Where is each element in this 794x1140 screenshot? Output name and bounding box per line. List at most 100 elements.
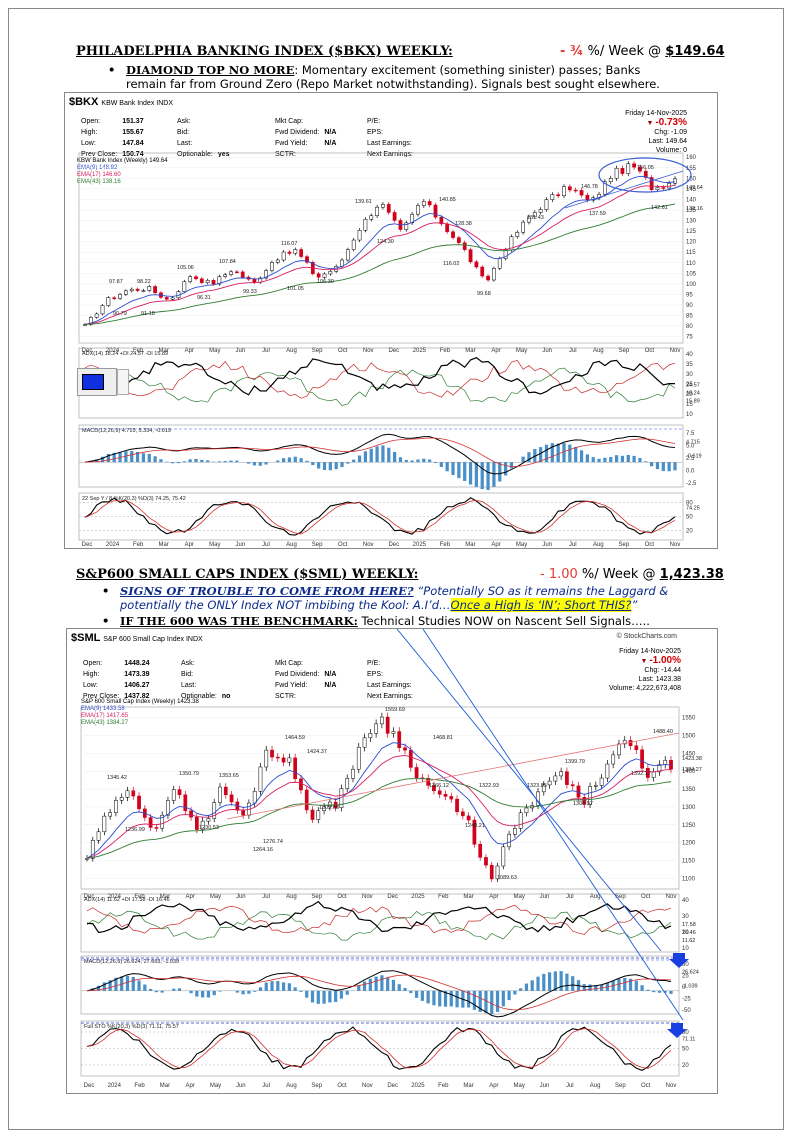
quote-row: Prev Close: 150.74	[81, 150, 147, 159]
candle	[432, 785, 436, 791]
candle	[573, 189, 578, 192]
candle	[287, 251, 292, 254]
month-label-bottom: 2024	[108, 1083, 122, 1089]
macd-histogram-bar	[626, 454, 630, 463]
price-annotation-label: 96.31	[197, 295, 211, 301]
macd-tick: 50	[682, 962, 689, 968]
candle	[316, 810, 321, 820]
candle	[643, 170, 648, 178]
adx-line	[86, 910, 672, 941]
candle	[622, 740, 627, 745]
price-axis-tick: 100	[686, 282, 697, 288]
price-annotation-label: 146.78	[581, 184, 598, 190]
month-label: Nov	[670, 348, 681, 354]
price-annotation-label: 99.33	[243, 289, 257, 295]
candle	[544, 199, 549, 210]
quote-row: Mkt Cap:	[275, 659, 339, 668]
candle	[408, 749, 413, 768]
candle	[489, 864, 494, 880]
price-annotation-label: 1424.37	[307, 749, 327, 755]
month-label: Dec	[84, 894, 95, 900]
chart1-legend-ema17: EMA(17) 146.60	[77, 172, 121, 178]
candle	[468, 249, 473, 263]
candle	[673, 178, 677, 184]
chart1-name: KBW Bank Index INDX	[101, 100, 173, 107]
adx-tag: 18.24	[686, 391, 700, 397]
candle	[527, 216, 531, 223]
candle	[96, 831, 101, 841]
macd-histogram-bar	[445, 462, 449, 472]
candle	[125, 790, 130, 798]
macd-signal-line	[86, 974, 672, 1011]
chart1-color-picker[interactable]	[77, 368, 117, 396]
candle	[182, 281, 187, 292]
quote-label: Optionable:	[177, 151, 213, 158]
candle	[328, 271, 333, 275]
candle	[217, 276, 222, 285]
candle	[351, 239, 356, 250]
macd-histogram-bar	[527, 452, 531, 463]
quote-value: no	[221, 693, 231, 700]
macd-histogram-bar	[241, 990, 245, 995]
sell-arrow-down-icon	[669, 953, 689, 968]
candle	[611, 754, 616, 765]
candle	[391, 731, 396, 734]
month-label: 2024	[108, 894, 122, 900]
last-price-tag: 149.64	[686, 185, 703, 191]
price-annotation-label: 98.22	[137, 279, 151, 285]
color-swatch[interactable]	[82, 374, 104, 390]
candle	[170, 297, 175, 300]
candle	[480, 266, 485, 277]
sto-tick: 20	[682, 1063, 689, 1069]
macd-histogram-bar	[130, 451, 134, 463]
macd-histogram-bar	[305, 460, 309, 463]
candle	[421, 201, 426, 206]
price-annotation-label: 142.81	[651, 205, 668, 211]
chart1-vol-label: Volume:	[655, 147, 682, 154]
section2-bullet2: • IF THE 600 WAS THE BENCHMARK: Technica…	[102, 614, 740, 628]
candle	[570, 784, 575, 787]
candle	[620, 168, 625, 174]
macd-histogram-bar	[614, 455, 619, 463]
candle	[345, 249, 350, 261]
macd-histogram-bar	[200, 459, 204, 463]
macd-histogram-bar	[404, 459, 408, 463]
candle	[445, 223, 450, 233]
sto-d-line	[84, 499, 676, 535]
month-label-bottom: Apr	[489, 1083, 498, 1089]
month-label-bottom: Oct	[645, 542, 655, 548]
adx-tick: 15	[686, 402, 693, 408]
candle	[532, 212, 537, 218]
candle	[177, 789, 182, 796]
macd-tick: 0	[682, 985, 686, 991]
candle	[322, 273, 327, 278]
macd-histogram-bar	[96, 985, 101, 991]
candle	[392, 212, 397, 221]
annotation-arrow-1	[396, 629, 662, 952]
panel-frame	[80, 893, 680, 953]
section2-price: 1,423.38	[659, 567, 724, 582]
candle	[597, 194, 601, 199]
trend-line	[564, 170, 684, 209]
month-label: May	[210, 894, 221, 900]
month-label: Dec	[388, 348, 399, 354]
candle	[608, 178, 613, 182]
macd-histogram-bar	[409, 990, 413, 994]
bullet-dot: •	[108, 63, 116, 77]
macd-histogram-bar	[620, 455, 625, 463]
month-label-bottom: Aug	[593, 542, 604, 548]
section1-change-value: - ¾	[560, 44, 584, 59]
macd-histogram-bar	[562, 443, 566, 463]
pin-icon[interactable]	[117, 369, 129, 395]
candle	[369, 215, 374, 220]
page-frame	[8, 8, 784, 1130]
sto-tick: 50	[686, 515, 693, 521]
quote-label: Next Earnings:	[367, 693, 413, 700]
candle	[585, 194, 590, 201]
month-label-bottom: Mar	[463, 1083, 473, 1089]
macd-histogram-bar	[597, 458, 601, 463]
section2-bullet1-text-a: “Potentially SO as it remains the Laggar…	[413, 584, 669, 598]
price-axis-tick: 140	[686, 197, 697, 203]
macd-histogram-bar	[159, 459, 163, 463]
month-label: Jun	[236, 348, 246, 354]
